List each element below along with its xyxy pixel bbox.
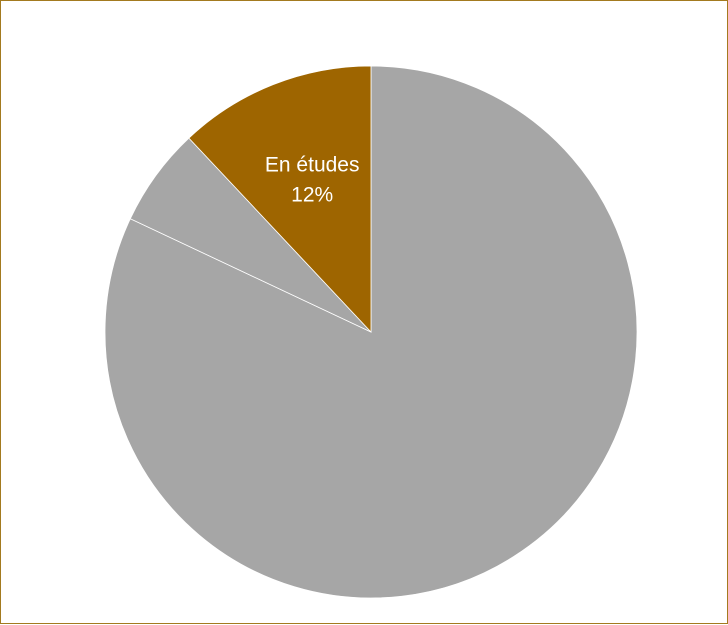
pie-slices — [104, 65, 638, 599]
slice-label-percent: 12% — [291, 184, 333, 207]
pie-labels: En études 12% — [265, 154, 360, 207]
slice-label-name: En études — [265, 154, 360, 177]
pie-slice-en-études — [188, 65, 372, 334]
